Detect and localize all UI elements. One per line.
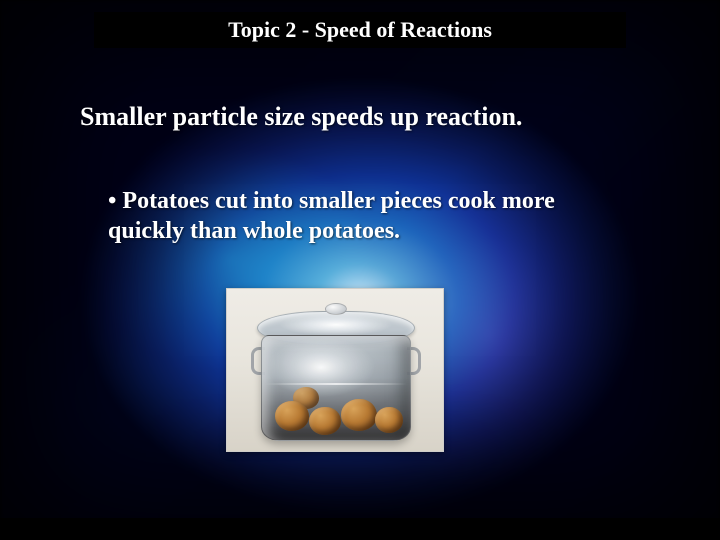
slide-heading: Smaller particle size speeds up reaction… [80,102,522,132]
potato [275,401,309,431]
potato [309,407,341,435]
slide-background [0,0,720,540]
lid-knob [325,303,347,315]
potato [341,399,377,431]
water-surface [265,383,407,385]
potato [375,407,403,433]
bullet-marker: • [108,188,122,214]
title-bar: Topic 2 - Speed of Reactions [94,12,626,48]
boiling-potatoes-photo [226,288,444,452]
slide-title: Topic 2 - Speed of Reactions [228,17,492,43]
bottom-black-bar [0,518,720,540]
bullet-item: • Potatoes cut into smaller pieces cook … [108,186,608,246]
bullet-text: Potatoes cut into smaller pieces cook mo… [108,188,555,244]
